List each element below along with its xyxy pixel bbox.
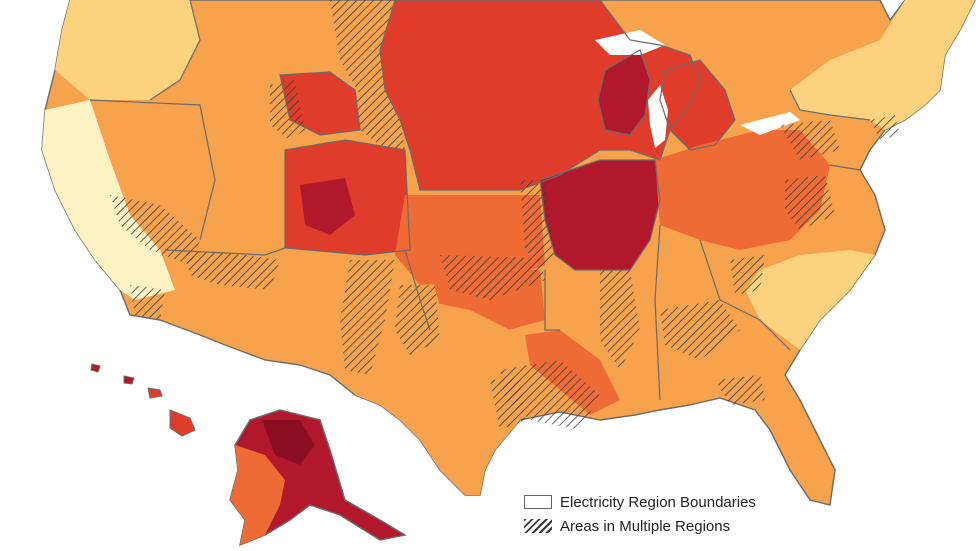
hatch-area-carolinas [730, 255, 765, 295]
lake-michigan [648, 85, 668, 148]
hatch-area-new-york [870, 115, 900, 140]
hatch-area-southwest [185, 250, 280, 290]
boundary-swatch-icon [524, 495, 552, 509]
region-california-coast [42, 100, 175, 300]
hatch-area-virginia [785, 175, 835, 230]
legend-item-multiple-regions: Areas in Multiple Regions [524, 514, 824, 538]
region-alaska-interior-dark [262, 420, 315, 465]
lake-erie [740, 112, 800, 135]
hatch-area-oklahoma [440, 255, 545, 300]
hatch-area-pennsylvania [780, 120, 840, 160]
region-northeast-new-england [790, 0, 975, 130]
hatch-swatch-icon [524, 519, 552, 533]
region-wisconsin [598, 50, 650, 135]
region-mountain-hotspot [300, 178, 355, 235]
hatch-area-missouri-border [520, 180, 555, 270]
region-southeast-carolinas [745, 250, 875, 350]
hatch-area-texas-gulf [490, 378, 525, 430]
region-hawaii-big-island [169, 409, 196, 437]
legend-item-boundaries: Electricity Region Boundaries [524, 490, 824, 514]
multi-region-overlays [110, 0, 900, 430]
hatch-area-florida-panhandle [715, 375, 765, 405]
region-great-lakes-michigan [660, 60, 735, 150]
region-boundaries [89, 0, 871, 401]
region-texas [330, 300, 520, 495]
region-hawaii-oahu [123, 375, 135, 385]
hatch-area-southeast [660, 300, 740, 360]
hatch-area-west-texas [395, 285, 440, 355]
hatch-area-great-basin [110, 195, 200, 265]
hatch-area-louisiana [500, 360, 600, 430]
hatch-area-west-2 [330, 0, 395, 95]
region-hawaii-maui [147, 387, 163, 399]
legend-multiple-regions-label: Areas in Multiple Regions [560, 517, 731, 535]
region-illinois-missouri [540, 160, 660, 270]
region-hawaii-kauai [90, 363, 101, 373]
hatch-area-mississippi [600, 270, 640, 370]
lake-superior [595, 30, 665, 55]
map-legend: Electricity Region Boundaries Areas in M… [524, 490, 824, 538]
hatch-area-new-mexico [340, 260, 395, 375]
region-pacific-northwest [55, 0, 200, 100]
region-alaska-southwest [230, 445, 285, 545]
region-ohio-valley [655, 130, 830, 250]
legend-boundaries-label: Electricity Region Boundaries [560, 493, 756, 511]
hatch-area-socal [130, 285, 165, 320]
